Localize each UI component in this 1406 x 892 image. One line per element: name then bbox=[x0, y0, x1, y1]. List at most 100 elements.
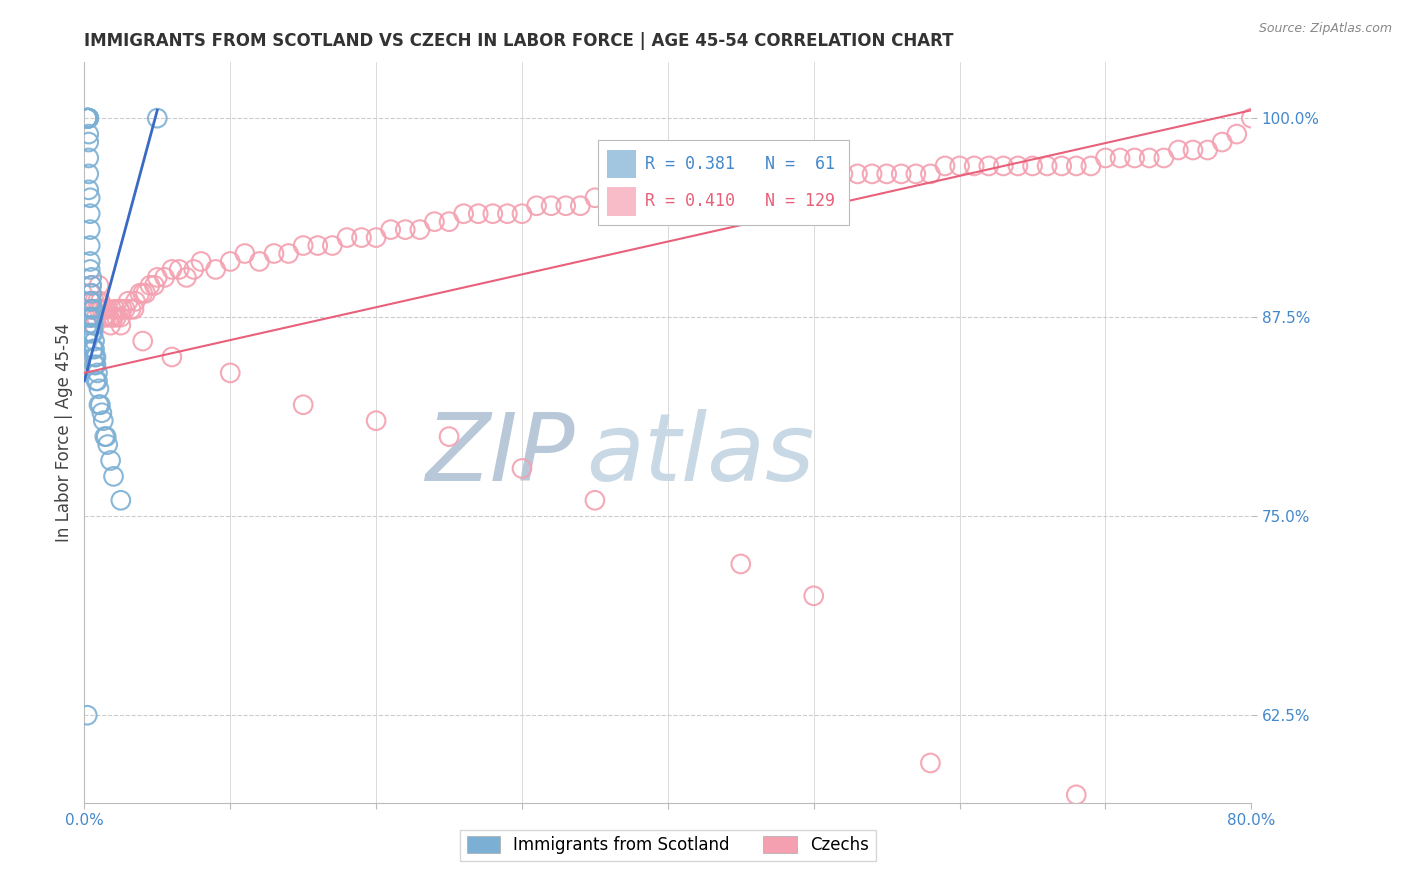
Point bbox=[101, 310, 124, 325]
Point bbox=[128, 286, 150, 301]
Point bbox=[1036, 159, 1059, 173]
Point bbox=[87, 382, 110, 396]
Point bbox=[1153, 151, 1175, 165]
Point bbox=[83, 350, 105, 364]
Point bbox=[977, 159, 1000, 173]
Point bbox=[321, 238, 343, 252]
Point bbox=[1109, 151, 1132, 165]
Point bbox=[82, 326, 104, 340]
Point bbox=[657, 183, 679, 197]
Point bbox=[84, 358, 107, 372]
Point bbox=[277, 246, 299, 260]
Point bbox=[77, 310, 100, 325]
Point bbox=[366, 414, 388, 428]
Point bbox=[79, 254, 101, 268]
Point bbox=[934, 159, 956, 173]
Point bbox=[467, 207, 489, 221]
Point bbox=[1007, 159, 1029, 173]
Point bbox=[1066, 788, 1088, 802]
Point bbox=[90, 406, 112, 420]
Text: atlas: atlas bbox=[586, 409, 814, 500]
Y-axis label: In Labor Force | Age 45-54: In Labor Force | Age 45-54 bbox=[55, 323, 73, 542]
Point bbox=[803, 167, 825, 181]
Point bbox=[111, 302, 134, 317]
Point bbox=[105, 310, 128, 325]
Point bbox=[1182, 143, 1205, 157]
Point bbox=[437, 429, 460, 443]
Point bbox=[160, 350, 183, 364]
Point bbox=[599, 191, 621, 205]
Point bbox=[87, 302, 110, 317]
Point bbox=[91, 414, 114, 428]
Point bbox=[76, 111, 98, 125]
Point bbox=[91, 310, 114, 325]
Point bbox=[817, 167, 839, 181]
Point bbox=[77, 135, 100, 149]
Point bbox=[920, 167, 942, 181]
Point bbox=[904, 167, 927, 181]
Point bbox=[86, 366, 108, 380]
Text: IMMIGRANTS FROM SCOTLAND VS CZECH IN LABOR FORCE | AGE 45-54 CORRELATION CHART: IMMIGRANTS FROM SCOTLAND VS CZECH IN LAB… bbox=[84, 32, 953, 50]
Point bbox=[79, 262, 101, 277]
Point bbox=[77, 326, 100, 340]
Point bbox=[832, 167, 855, 181]
Point bbox=[100, 453, 122, 467]
Point bbox=[94, 429, 117, 443]
Point bbox=[82, 318, 104, 333]
Point bbox=[744, 175, 766, 189]
Point bbox=[583, 493, 606, 508]
Point bbox=[77, 111, 100, 125]
Point bbox=[84, 310, 107, 325]
Point bbox=[167, 262, 190, 277]
Point bbox=[890, 167, 912, 181]
Point bbox=[76, 318, 98, 333]
Point bbox=[79, 238, 101, 252]
Point bbox=[583, 191, 606, 205]
Point bbox=[176, 270, 198, 285]
Point bbox=[120, 302, 142, 317]
Point bbox=[204, 262, 226, 277]
Point bbox=[510, 461, 533, 475]
Point bbox=[79, 294, 101, 309]
Point bbox=[77, 127, 100, 141]
Point bbox=[336, 230, 359, 244]
Point bbox=[1226, 127, 1249, 141]
Point bbox=[510, 207, 533, 221]
Point bbox=[219, 254, 242, 268]
Point bbox=[124, 294, 146, 309]
Point bbox=[153, 270, 176, 285]
Point bbox=[1021, 159, 1043, 173]
Point bbox=[993, 159, 1015, 173]
Point bbox=[80, 294, 103, 309]
Bar bbox=[607, 187, 637, 216]
Point bbox=[96, 310, 118, 325]
Point bbox=[83, 334, 105, 348]
Text: Source: ZipAtlas.com: Source: ZipAtlas.com bbox=[1258, 22, 1392, 36]
Point bbox=[117, 294, 139, 309]
Point bbox=[77, 111, 100, 125]
Point bbox=[83, 318, 105, 333]
Bar bbox=[607, 150, 637, 178]
Point bbox=[76, 111, 98, 125]
Point bbox=[730, 175, 752, 189]
Point bbox=[423, 214, 446, 228]
Point bbox=[773, 175, 796, 189]
Point bbox=[80, 326, 103, 340]
Point bbox=[139, 278, 162, 293]
Point bbox=[79, 310, 101, 325]
Point bbox=[110, 310, 132, 325]
Point bbox=[233, 246, 256, 260]
Point bbox=[77, 167, 100, 181]
Point bbox=[100, 318, 122, 333]
Point bbox=[453, 207, 475, 221]
Point bbox=[76, 111, 98, 125]
Text: R = 0.410   N = 129: R = 0.410 N = 129 bbox=[644, 193, 835, 211]
Point bbox=[263, 246, 285, 260]
Point bbox=[716, 183, 738, 197]
Point bbox=[409, 222, 432, 236]
Point bbox=[249, 254, 271, 268]
Point bbox=[920, 756, 942, 770]
Point bbox=[1123, 151, 1146, 165]
Point bbox=[97, 302, 120, 317]
Point bbox=[146, 111, 169, 125]
